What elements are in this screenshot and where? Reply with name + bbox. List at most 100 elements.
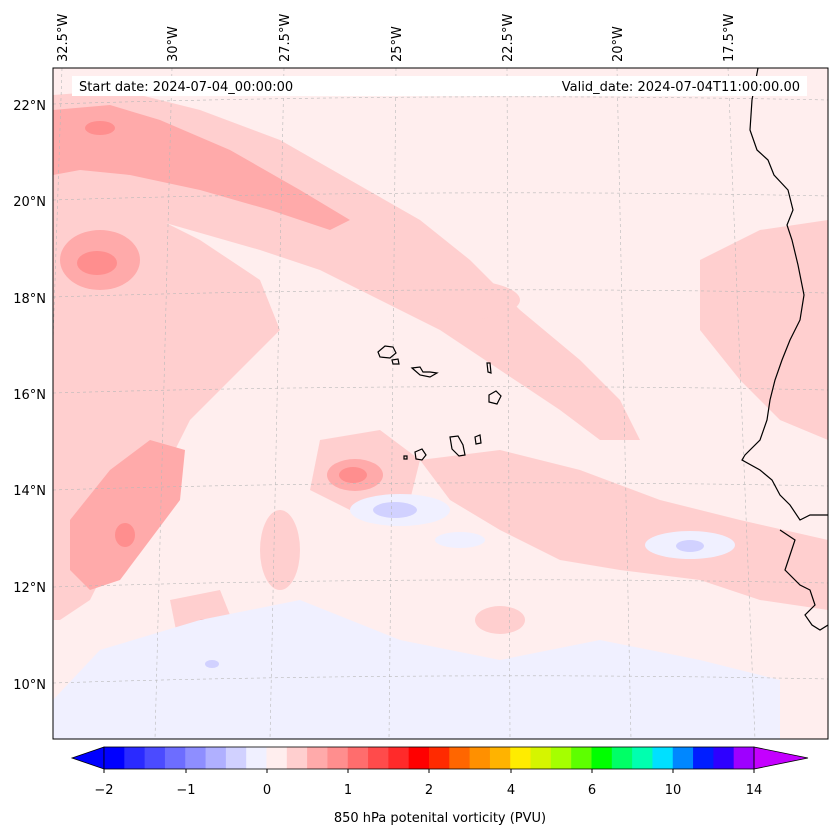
grid-lon-22-5 <box>506 68 511 739</box>
colorbar-swatch <box>124 747 146 769</box>
colorbar-tick: 6 <box>588 783 596 798</box>
colorbar-swatch <box>632 747 653 769</box>
colorbar-swatch <box>104 747 125 769</box>
pv-field <box>53 68 828 739</box>
lon-label: 17.5°W <box>722 14 737 62</box>
lon-label: 30°W <box>166 26 181 62</box>
lon-label: 27.5°W <box>278 14 293 62</box>
colorbar-swatch <box>469 747 491 769</box>
neg-core-a <box>373 502 417 518</box>
center-max <box>339 467 367 483</box>
island-santo-antao <box>377 345 397 359</box>
west-max <box>77 251 117 275</box>
colorbar-over-arrow <box>753 746 809 770</box>
colorbar-swatch <box>185 747 207 769</box>
pv-level-high <box>77 121 367 645</box>
map-frame <box>52 67 829 740</box>
lat-label: 22°N <box>13 99 46 114</box>
nw-streak <box>53 105 350 230</box>
colorbar-swatch <box>693 747 714 769</box>
island-brava <box>403 455 408 460</box>
mid-blob-b <box>260 510 300 590</box>
grid-lon-17-5 <box>727 68 756 739</box>
longitude-labels: 32.5°W 30°W 27.5°W 25°W 22.5°W 20°W 17.5… <box>56 14 737 62</box>
cape-verde-islands <box>377 345 502 461</box>
island-sao-nicolau <box>410 366 439 378</box>
colorbar-tick: 4 <box>507 783 515 798</box>
grid-lat-20 <box>53 192 828 201</box>
lon-label: 25°W <box>390 26 405 62</box>
colorbar-swatch <box>408 747 430 769</box>
sw-ridge <box>70 440 185 590</box>
neg-c <box>435 532 485 548</box>
colorbar-swatch <box>327 747 349 769</box>
south-neg-region <box>53 600 780 739</box>
colorbar-swatch <box>550 747 572 769</box>
colorbar-swatch <box>388 747 410 769</box>
colorbar-swatch <box>246 747 267 769</box>
colorbar-swatch <box>286 747 308 769</box>
colorbar-swatch <box>164 747 186 769</box>
grid-lon-30 <box>154 68 173 739</box>
senegal-coast <box>779 529 828 631</box>
grid-lat-14 <box>53 482 828 491</box>
se-band <box>420 450 828 610</box>
start-date: Start date: 2024-07-04_00:00:00 <box>79 80 293 95</box>
coastlines <box>741 68 828 631</box>
neg-core-c <box>205 660 219 668</box>
colorbar-swatch <box>307 747 328 769</box>
lon-label: 20°W <box>611 26 626 62</box>
colorbar-under-arrow <box>70 746 105 770</box>
colorbar-tick: 0 <box>263 783 271 798</box>
colorbar-swatch <box>368 747 389 769</box>
pv-level-negative-2 <box>205 502 704 668</box>
grid-lat-18 <box>53 289 828 298</box>
grid-lon-25 <box>388 68 397 739</box>
colorbar-tick: 2 <box>425 783 433 798</box>
island-sal <box>486 362 492 374</box>
island-fogo <box>414 448 427 461</box>
grid-lat-22 <box>53 96 828 105</box>
lat-label: 14°N <box>13 484 46 499</box>
sw-max <box>115 523 135 547</box>
lat-label: 12°N <box>13 581 46 596</box>
lon-label: 32.5°W <box>56 14 71 62</box>
colorbar-swatch <box>530 747 552 769</box>
grid-lat-12 <box>53 579 828 588</box>
mid-blob-a <box>400 280 520 320</box>
colorbar-swatch <box>652 747 674 769</box>
lat-label: 16°N <box>13 388 46 403</box>
africa-coast <box>741 68 828 521</box>
neg-core-b <box>676 540 704 552</box>
colorbar-swatch <box>510 747 532 769</box>
island-sao-vicente <box>391 358 400 365</box>
colorbar-swatch <box>733 747 755 769</box>
colorbar-swatch <box>429 747 450 769</box>
pv-level-negative <box>53 494 780 739</box>
colorbar-label: 850 hPa potenital vorticity (PVU) <box>334 811 546 826</box>
colorbar-swatch <box>672 747 694 769</box>
nw-corner-max <box>85 121 115 135</box>
colorbar-tick: 10 <box>665 783 682 798</box>
lat-label: 20°N <box>13 195 46 210</box>
colorbar-swatch <box>205 747 227 769</box>
grid-lat-16 <box>53 386 828 394</box>
colorbar-swatch <box>225 747 247 769</box>
grid-lon-20 <box>616 68 632 739</box>
grid-lon-27-5 <box>269 68 285 739</box>
colorbar-swatch <box>347 747 369 769</box>
valid-date: Valid_date: 2024-07-04T11:00:00.00 <box>562 80 800 95</box>
header-bar <box>72 76 807 96</box>
island-boa-vista <box>488 390 502 405</box>
lat-label: 18°N <box>13 292 46 307</box>
lon-label: 22.5°W <box>501 14 516 62</box>
lat-label: 10°N <box>13 678 46 693</box>
grid-lat-10 <box>53 675 828 684</box>
latitude-labels: 22°N 20°N 18°N 16°N 14°N 12°N 10°N <box>13 99 46 693</box>
colorbar-swatch <box>144 747 166 769</box>
colorbar-swatch <box>449 747 471 769</box>
east-region <box>700 220 828 440</box>
colorbar-swatch <box>591 747 613 769</box>
colorbar-swatch <box>611 747 633 769</box>
